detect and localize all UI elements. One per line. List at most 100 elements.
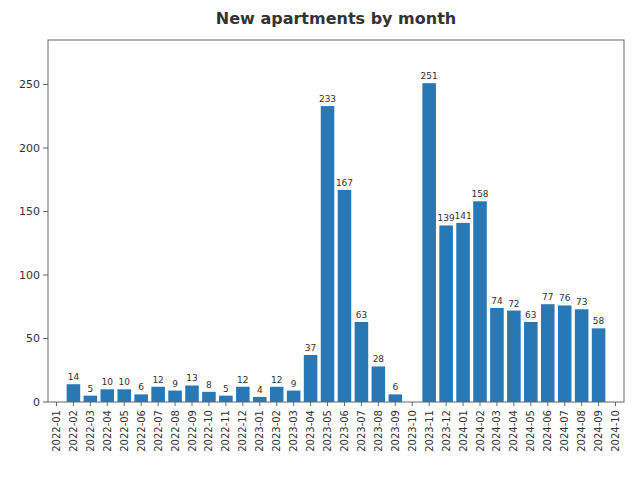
data-label: 10 [102,377,114,387]
x-tick [463,402,464,406]
y-tick [43,274,48,275]
bar [101,389,115,402]
bar [524,322,538,402]
y-tick-label: 50 [26,332,40,345]
bar [168,391,182,402]
data-label: 12 [152,375,163,385]
x-tick [581,402,582,406]
bar [389,394,403,402]
x-tick [73,402,74,406]
data-label: 141 [454,211,471,221]
x-tick-label: 2023-11 [424,410,435,452]
data-label: 5 [87,384,93,394]
x-tick [208,402,209,406]
data-labels: 1451010612913851241293723316763286251139… [68,71,605,395]
x-tick [412,402,413,406]
x-tick [480,402,481,406]
data-label: 12 [237,375,248,385]
x-tick [378,402,379,406]
y-tick [43,338,48,339]
x-tick-label: 2024-01 [458,410,469,452]
x-tick-label: 2022-07 [153,410,164,452]
x-tick-label: 2023-06 [339,410,350,452]
bar [372,366,386,402]
data-label: 4 [257,385,263,395]
data-label: 63 [356,310,367,320]
bar [202,392,216,402]
x-tick-label: 2024-03 [491,410,502,452]
bar [287,391,301,402]
x-axis: 2022-012022-022022-032022-042022-052022-… [51,402,621,452]
x-tick [361,402,362,406]
y-tick-label: 250 [19,78,40,91]
bar [490,308,504,402]
x-tick [293,402,294,406]
x-tick-label: 2024-06 [542,410,553,452]
x-tick [564,402,565,406]
x-tick-label: 2023-09 [390,410,401,452]
x-tick [56,402,57,406]
x-tick-label: 2024-10 [610,410,621,452]
data-label: 63 [525,310,536,320]
y-tick-label: 150 [19,205,40,218]
x-tick-label: 2024-02 [475,410,486,452]
bar [507,311,521,402]
x-tick [90,402,91,406]
data-label: 167 [336,178,353,188]
x-tick-label: 2024-05 [525,410,536,452]
x-tick [530,402,531,406]
bar [134,394,148,402]
x-tick-label: 2023-01 [254,410,265,452]
data-label: 58 [593,316,605,326]
data-label: 6 [392,382,398,392]
bar [270,387,284,402]
x-tick [598,402,599,406]
data-label: 251 [421,71,438,81]
x-tick [395,402,396,406]
x-tick-label: 2024-09 [593,410,604,452]
chart-title: New apartments by month [216,9,456,28]
bar [473,201,487,402]
data-label: 233 [319,94,336,104]
y-tick-label: 100 [19,269,40,282]
x-tick-label: 2022-12 [237,410,248,452]
data-label: 6 [138,382,144,392]
data-label: 8 [206,380,212,390]
y-tick [43,211,48,212]
x-tick [344,402,345,406]
data-label: 74 [491,296,503,306]
data-label: 73 [576,297,587,307]
bar [575,309,589,402]
x-tick [276,402,277,406]
x-tick [513,402,514,406]
chart-svg: New apartments by month 0 50 100 150 200 250 14… [0,0,640,480]
bar [253,397,267,402]
bar [219,396,233,402]
data-label: 77 [542,292,553,302]
y-tick [43,147,48,148]
bar [592,328,606,402]
x-tick-label: 2022-03 [85,410,96,452]
data-label: 139 [438,213,455,223]
x-tick [192,402,193,406]
bar [439,225,453,402]
x-tick [242,402,243,406]
bar [151,387,165,402]
data-label: 37 [305,343,316,353]
bar [422,83,436,402]
chart-container: New apartments by month 0 50 100 150 200 250 14… [0,0,640,480]
x-tick-label: 2023-05 [322,410,333,452]
x-tick [259,402,260,406]
x-tick-label: 2022-04 [102,410,113,452]
data-label: 13 [186,373,197,383]
x-tick-label: 2022-01 [51,410,62,452]
bar [558,305,572,402]
y-tick-label: 200 [19,142,40,155]
x-tick-label: 2023-10 [407,410,418,452]
bar [67,384,81,402]
y-tick-label: 0 [33,396,40,409]
x-tick-label: 2022-10 [203,410,214,452]
data-label: 76 [559,293,571,303]
x-tick [429,402,430,406]
bar [117,389,131,402]
